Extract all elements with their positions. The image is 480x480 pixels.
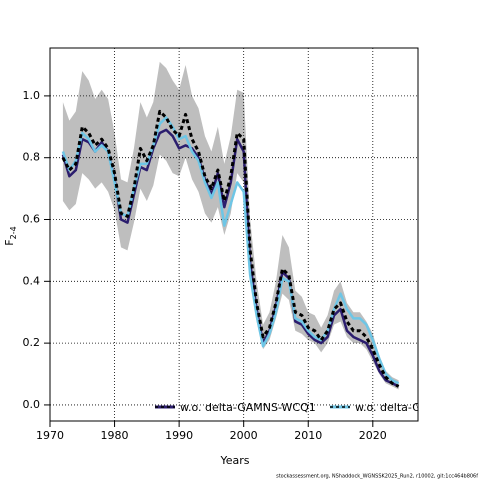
y-tick-label: 0.6 — [23, 213, 41, 226]
legend: w.o. delta-GAMNS-WCQ1 w.o. delta-GAI — [155, 401, 432, 414]
y-tick-label: 0.0 — [23, 398, 41, 411]
y-tick-label: 0.2 — [23, 336, 41, 349]
confidence-band — [62, 61, 399, 390]
legend-label: w.o. delta-GAI — [355, 401, 432, 414]
y-tick-label: 0.8 — [23, 151, 41, 164]
plot-frame — [49, 47, 419, 422]
series-line — [61, 109, 400, 388]
x-axis-label: Years — [219, 454, 249, 467]
x-tick-label: 1980 — [101, 429, 129, 442]
y-tick-label: 0.4 — [23, 274, 41, 287]
plot-area — [50, 48, 418, 421]
footer: stockassessment.org, NShaddock_WGNSSK202… — [276, 474, 478, 480]
x-tick-label: 1970 — [36, 429, 64, 442]
series-line — [61, 116, 400, 385]
x-tick-label: 1990 — [165, 429, 193, 442]
legend-label: w.o. delta-GAMNS-WCQ1 — [180, 401, 316, 414]
x-tick-label: 2010 — [294, 429, 322, 442]
y-axis-label-main: F — [3, 239, 16, 245]
x-tick-label: 2020 — [359, 429, 387, 442]
x-tick-label: 2000 — [230, 429, 258, 442]
y-tick-label: 1.0 — [23, 89, 41, 102]
y-axis-label: F2-4 — [3, 226, 18, 245]
y-axis-label-sub: 2-4 — [9, 226, 18, 239]
